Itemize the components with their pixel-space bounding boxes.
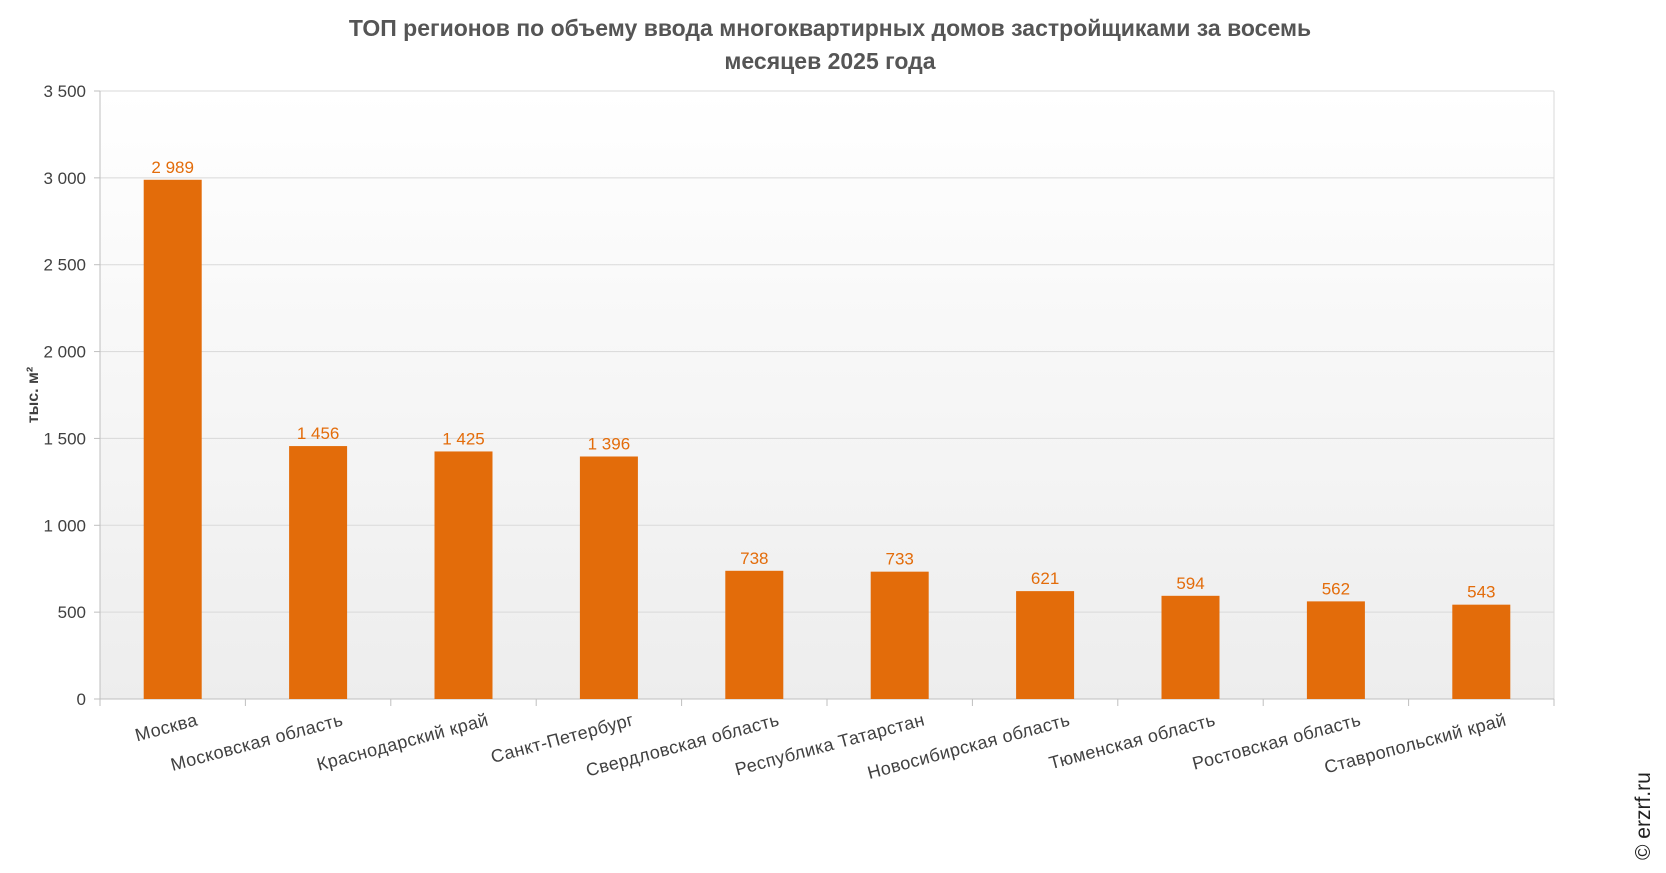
bar	[870, 571, 929, 699]
bar	[289, 446, 348, 699]
y-tick-label: 1 500	[43, 429, 86, 448]
y-tick-label: 2 500	[43, 256, 86, 275]
bar	[579, 456, 638, 699]
bar-value-label: 2 989	[151, 158, 194, 177]
bars	[143, 179, 1511, 699]
x-tick-label: Москва	[133, 709, 200, 745]
bar	[1161, 595, 1220, 699]
source-credit: © erzrf.ru	[1632, 772, 1655, 860]
bar-value-label: 1 396	[588, 434, 631, 453]
chart-title-line-1: ТОП регионов по объему ввода многокварти…	[348, 15, 1312, 41]
y-tick-label: 3 000	[43, 169, 86, 188]
bar	[434, 451, 493, 699]
bar	[143, 179, 202, 699]
bar	[1306, 601, 1365, 699]
y-tick-label: 0	[77, 690, 86, 709]
chart-title-line-2: месяцев 2025 года	[724, 48, 936, 74]
chart-title: ТОП регионов по объему ввода многокварти…	[180, 12, 1480, 78]
y-tick-label: 2 000	[43, 343, 86, 362]
bar-value-label: 1 456	[297, 424, 340, 443]
y-tick-label: 1 000	[43, 516, 86, 535]
bar-value-label: 543	[1467, 583, 1495, 602]
bar-value-label: 733	[886, 550, 914, 569]
y-axis-title: тыс. м²	[25, 367, 42, 423]
y-tick-label: 3 500	[43, 82, 86, 101]
value-labels: 2 989 1 456 1 425 1 396 738 733 621 594 562 543	[151, 158, 1495, 602]
y-tick-label: 500	[58, 603, 86, 622]
bar	[725, 570, 784, 699]
bar-value-label: 594	[1176, 574, 1204, 593]
bar	[1452, 604, 1511, 699]
bar-value-label: 738	[740, 549, 768, 568]
bar-value-label: 562	[1322, 579, 1350, 598]
bar-value-label: 621	[1031, 569, 1059, 588]
bar	[1016, 591, 1075, 699]
y-tick-labels: 0 500 1 000 1 500 2 000 2 500 3 000 3 500	[43, 82, 86, 709]
bar-value-label: 1 425	[442, 429, 485, 448]
